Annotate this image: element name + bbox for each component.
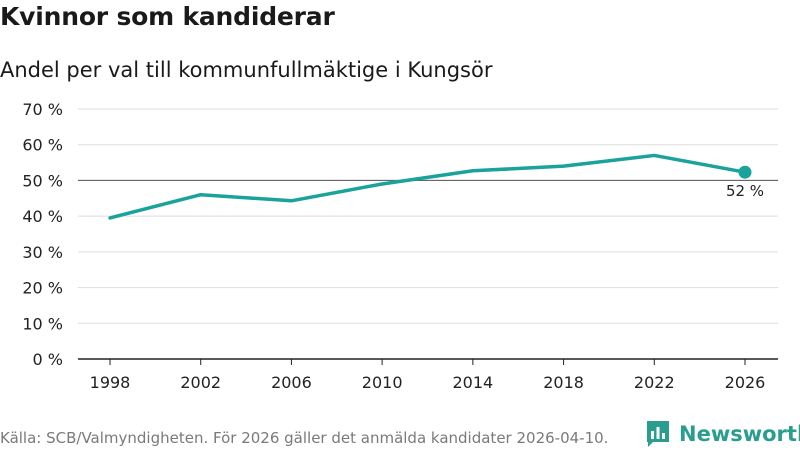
y-tick-label: 0 % <box>33 350 63 369</box>
endpoint-marker <box>738 165 752 179</box>
x-tick-label: 2006 <box>271 373 312 392</box>
line-chart: 0 % 10 % 20 % 30 % 40 % 50 % 60 % 70 % 1998 2002 2… <box>22 100 778 392</box>
newsworthy-logo-icon <box>647 421 669 447</box>
y-tick-label: 20 % <box>22 279 63 298</box>
chart-subtitle: Andel per val till kommunfullmäktige i K… <box>0 58 493 82</box>
source-note: Källa: SCB/Valmyndigheten. För 2026 gäll… <box>0 429 609 447</box>
y-tick-label: 70 % <box>22 100 63 119</box>
x-tick-label: 1998 <box>90 373 131 392</box>
y-tick-label: 10 % <box>22 314 63 333</box>
y-tick-label: 50 % <box>22 171 63 190</box>
y-tick-label: 30 % <box>22 243 63 262</box>
brand-logo[interactable]: Newsworthy <box>645 420 800 448</box>
chart-title: Kvinnor som kandiderar <box>0 2 335 31</box>
x-tick-label: 2022 <box>634 373 675 392</box>
x-tick-label: 2026 <box>725 373 766 392</box>
x-tick-label: 2014 <box>452 373 493 392</box>
series-line <box>108 153 747 220</box>
y-tick-label: 40 % <box>22 207 63 226</box>
x-tick-label: 2018 <box>543 373 584 392</box>
x-tick-label: 2010 <box>362 373 403 392</box>
x-tick-label: 2002 <box>180 373 221 392</box>
brand-name: Newsworthy <box>679 422 800 446</box>
y-tick-label: 60 % <box>22 136 63 155</box>
endpoint-label: 52 % <box>726 182 764 200</box>
